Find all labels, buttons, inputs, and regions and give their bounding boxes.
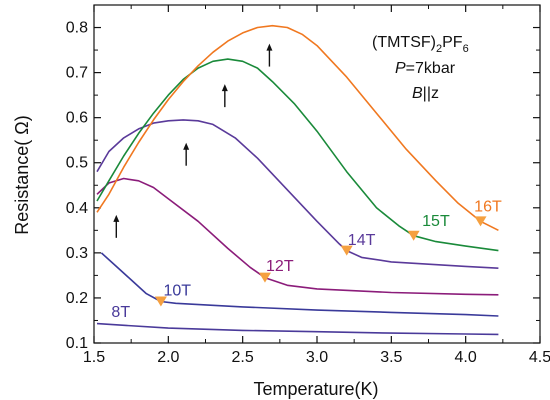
series-label-15T: 15T <box>422 213 450 230</box>
sample-annotation: (TMTSF)2PF6 P=7kbar B||z <box>372 34 469 102</box>
arrows-layer <box>113 43 273 238</box>
x-axis-ticks: 1.5 2.0 2.5 3.0 3.5 4.0 4.5 <box>83 5 550 366</box>
x-tick-label: 4.5 <box>529 349 550 366</box>
peak-arrow-head-12T <box>113 214 120 222</box>
pressure-value: =7kbar <box>406 60 456 77</box>
compound-sub-2: 6 <box>463 43 469 55</box>
y-axis-title: Resistance( Ω) <box>12 115 32 235</box>
x-tick-label: 3.0 <box>306 349 328 366</box>
onset-marker-14T <box>340 245 353 256</box>
series-labels-layer: 8T 10T 12T 14T 15T 16T <box>111 198 502 320</box>
series-label-10T: 10T <box>163 283 191 300</box>
field-direction: ||z <box>423 85 439 102</box>
series-line-15T <box>96 58 499 252</box>
onset-marker-15T <box>407 230 420 241</box>
markers-layer <box>154 216 487 307</box>
x-tick-label: 3.5 <box>380 349 402 366</box>
onset-marker-16T <box>474 216 487 227</box>
x-axis-title: Temperature(K) <box>253 379 378 399</box>
y-tick-label: 0.7 <box>66 65 88 82</box>
series-line-10T <box>100 252 499 317</box>
x-tick-label: 1.5 <box>83 349 105 366</box>
y-tick-label: 0.8 <box>66 20 88 37</box>
x-tick-label: 2.5 <box>232 349 254 366</box>
series-label-12T: 12T <box>266 258 294 275</box>
field-symbol: B <box>412 85 423 102</box>
y-tick-label: 0.3 <box>66 245 88 262</box>
peak-arrow-head-16T <box>266 43 273 51</box>
series-line-12T <box>96 177 499 296</box>
x-tick-label: 2.0 <box>157 349 179 366</box>
y-tick-label: 0.2 <box>66 290 88 307</box>
field-label: B||z <box>412 85 439 102</box>
pressure-label: P=7kbar <box>395 60 456 77</box>
series-line-16T <box>96 24 499 232</box>
compound-label: (TMTSF)2PF6 <box>372 34 469 55</box>
series-layer <box>96 24 499 336</box>
compound-main: (TMTSF) <box>372 34 436 51</box>
series-label-16T: 16T <box>474 198 502 215</box>
peak-arrow-head-15T <box>221 84 228 92</box>
y-tick-label: 0.6 <box>66 110 88 127</box>
series-line-14T <box>96 119 499 269</box>
plot-frame <box>93 4 541 344</box>
peak-arrow-head-14T <box>183 142 190 150</box>
y-tick-label: 0.5 <box>66 155 88 172</box>
onset-marker-12T <box>258 272 271 283</box>
pressure-symbol: P <box>395 60 406 77</box>
y-axis-ticks: 0.1 0.2 0.3 0.4 0.5 0.6 0.7 0.8 <box>66 4 540 352</box>
x-tick-label: 4.0 <box>455 349 477 366</box>
compound-mid: PF <box>442 34 463 51</box>
y-tick-label: 0.1 <box>66 335 88 352</box>
compound-sub-1: 2 <box>436 43 442 55</box>
onset-marker-10T <box>154 296 167 307</box>
series-line-8T <box>96 322 499 336</box>
y-tick-label: 0.4 <box>66 200 88 217</box>
series-label-8T: 8T <box>111 304 130 321</box>
series-label-14T: 14T <box>348 232 376 249</box>
